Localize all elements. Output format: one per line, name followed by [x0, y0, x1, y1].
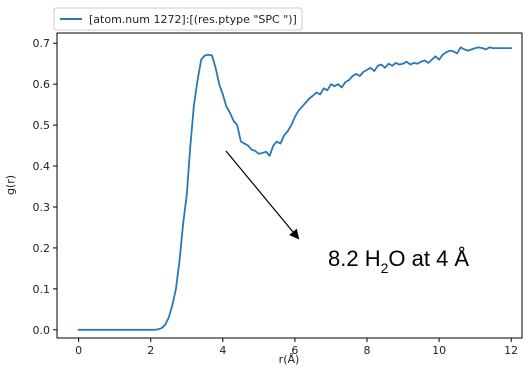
legend-box	[53, 7, 303, 31]
x-tick-label: 10	[432, 344, 446, 357]
y-tick-label: 0.0	[33, 324, 51, 337]
x-tick-label: 2	[147, 344, 154, 357]
y-tick-label: 0.5	[33, 119, 51, 132]
y-axis: 0.0 0.1 0.2 0.3 0.4 0.5 0.6 0.7	[33, 37, 57, 337]
annotation-text: 8.2 H2O at 4 Å	[328, 246, 469, 276]
x-axis-label: r(Å)	[279, 353, 300, 366]
x-tick-label: 4	[219, 344, 226, 357]
legend: [atom.num 1272]:[(res.ptype "SPC ")]	[53, 7, 303, 31]
y-tick-label: 0.7	[33, 37, 51, 50]
y-axis-label: g(r)	[4, 175, 17, 195]
x-tick-label: 0	[75, 344, 82, 357]
annotation-main: 8.2 H	[328, 246, 381, 271]
x-tick-label: 12	[504, 344, 518, 357]
y-tick-label: 0.6	[33, 78, 51, 91]
y-tick-label: 0.4	[33, 160, 51, 173]
series-line	[77, 46, 513, 331]
plot-area-frame	[56, 32, 523, 339]
annotation-subscript: 2	[381, 260, 389, 276]
x-tick-label: 8	[364, 344, 371, 357]
y-tick-label: 0.2	[33, 242, 51, 255]
annotation-tail: O at 4 Å	[388, 246, 469, 271]
y-tick-label: 0.3	[33, 201, 51, 214]
x-tick-label: 6	[291, 344, 298, 357]
annotation-arrow	[225, 150, 300, 240]
y-tick-label: 0.1	[33, 283, 51, 296]
legend-entry-label: [atom.num 1272]:[(res.ptype "SPC ")]	[89, 13, 297, 26]
x-axis: 0 2 4 6 8 10 12	[75, 338, 518, 357]
